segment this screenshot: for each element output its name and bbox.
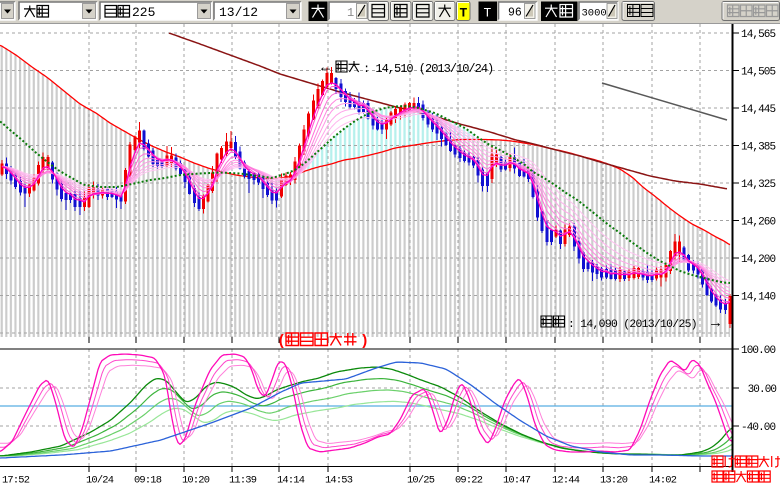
svg-text:96: 96: [508, 7, 522, 20]
svg-text:→: →: [711, 315, 720, 332]
svg-text:12:44: 12:44: [552, 475, 580, 487]
svg-text:T: T: [484, 6, 492, 21]
svg-text:13/12: 13/12: [219, 5, 258, 20]
svg-text:14:53: 14:53: [325, 475, 353, 487]
svg-text:13:20: 13:20: [600, 475, 628, 487]
svg-text:14:02: 14:02: [649, 475, 677, 487]
svg-text:14,140: 14,140: [741, 292, 776, 304]
svg-text:10/25: 10/25: [407, 475, 435, 487]
svg-text:14,200: 14,200: [741, 254, 776, 266]
svg-text:09:22: 09:22: [455, 475, 483, 487]
svg-text:14,565: 14,565: [741, 29, 776, 41]
svg-text:14,260: 14,260: [741, 217, 776, 229]
svg-text:14,385: 14,385: [741, 142, 776, 154]
svg-text:14,325: 14,325: [741, 179, 776, 191]
svg-text:(: (: [277, 333, 286, 350]
svg-text:14:14: 14:14: [277, 475, 305, 487]
svg-text:: 14,510 (2013/10/24): : 14,510 (2013/10/24): [363, 62, 493, 76]
svg-text:10:47: 10:47: [503, 475, 531, 487]
svg-text:10/24: 10/24: [86, 475, 114, 487]
svg-text:14,505: 14,505: [741, 67, 776, 79]
svg-text:): ): [360, 333, 369, 350]
svg-text:100.00: 100.00: [741, 345, 776, 357]
svg-text:←: ←: [321, 60, 330, 77]
svg-text:09:18: 09:18: [134, 475, 162, 487]
svg-text:1: 1: [347, 6, 354, 20]
svg-text:10:20: 10:20: [182, 475, 210, 487]
svg-text:225: 225: [132, 5, 155, 20]
svg-text:11:39: 11:39: [229, 475, 257, 487]
svg-text:3000: 3000: [582, 8, 607, 20]
svg-text:17:52: 17:52: [2, 475, 30, 487]
svg-text:-40.00: -40.00: [741, 422, 776, 434]
svg-text:T: T: [460, 6, 468, 21]
svg-text:30.00: 30.00: [748, 384, 777, 396]
svg-text:14,445: 14,445: [741, 104, 776, 116]
svg-text:: 14,090 (2013/10/25): : 14,090 (2013/10/25): [568, 319, 697, 331]
